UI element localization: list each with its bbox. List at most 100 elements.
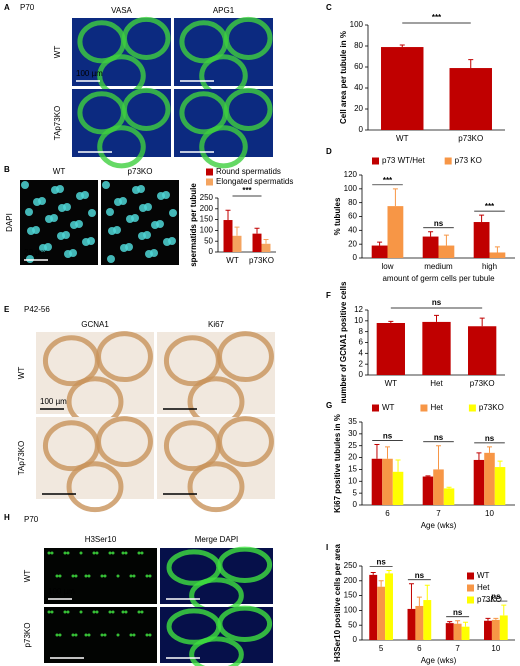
annotation: *** [383, 176, 393, 185]
y-tick-label: 8 [359, 327, 364, 336]
y-axis-label: number of GCNA1 positive cells [339, 281, 348, 403]
nucleus [140, 551, 144, 555]
y-tick-label: 20 [348, 239, 357, 248]
nucleus [50, 610, 54, 614]
legend-swatch [467, 572, 474, 580]
nucleus [108, 610, 112, 614]
nucleus [63, 610, 67, 614]
bar [422, 476, 434, 505]
y-tick-label: 0 [353, 635, 358, 644]
row-label: WT [23, 570, 32, 583]
scale-label: 100 µm [40, 397, 67, 406]
panel-letter: C [326, 3, 332, 12]
nucleus [116, 574, 120, 578]
bar [468, 326, 497, 375]
error-bar [476, 452, 482, 460]
error-bar [386, 569, 392, 574]
column-label: APG1 [213, 6, 235, 15]
stage-label: P70 [20, 3, 35, 12]
x-tick-label: 10 [491, 644, 500, 653]
y-tick-label: 0 [353, 253, 358, 262]
y-tick-label: 150 [200, 215, 214, 224]
nucleus [145, 574, 149, 578]
nucleus [145, 633, 149, 637]
x-tick-label: WT [226, 256, 239, 265]
error-bar [399, 44, 405, 48]
column-label: p73KO [128, 167, 153, 176]
y-tick-label: 100 [344, 606, 358, 615]
annotation: ns [434, 219, 444, 228]
bar [453, 623, 462, 640]
nucleus [137, 185, 145, 193]
error-bar [424, 584, 430, 601]
y-tick-label: 150 [344, 591, 358, 600]
bar [232, 235, 242, 252]
panel-letter: H [4, 513, 10, 522]
bar [392, 471, 404, 505]
error-bar [374, 444, 380, 459]
y-tick-label: 12 [354, 305, 363, 314]
error-bar [377, 241, 383, 246]
y-tick-label: 50 [204, 236, 213, 245]
nucleus [148, 574, 152, 578]
bar [461, 626, 470, 640]
error-bar [254, 227, 260, 234]
nucleus [56, 185, 64, 193]
bar [473, 222, 490, 258]
nucleus [55, 633, 59, 637]
nucleus [144, 203, 152, 211]
x-tick-label: 6 [385, 509, 390, 518]
row-label: TAp73KO [17, 441, 26, 476]
x-tick-label: Het [430, 379, 443, 388]
bar [438, 245, 455, 258]
bar [423, 600, 432, 640]
bar [387, 206, 404, 258]
legend-label: p73 KO [455, 156, 482, 165]
tubule [66, 461, 124, 513]
y-tick-label: 20 [348, 453, 357, 462]
bar [369, 574, 378, 640]
error-bar [468, 59, 474, 69]
legend-swatch [468, 404, 476, 412]
nucleus [75, 220, 83, 228]
nucleus [131, 214, 139, 222]
nucleus [137, 551, 141, 555]
legend-label: WT [477, 571, 490, 580]
annotation: ns [415, 571, 425, 580]
column-label: WT [53, 167, 66, 176]
y-axis-label: Ki67 positive tubules in % [333, 414, 342, 513]
tubule [217, 416, 274, 468]
y-axis-label: Cell area per tubule in % [339, 31, 348, 124]
annotation: ns [432, 298, 442, 307]
row-label: DAPI [5, 213, 14, 232]
nucleus [92, 610, 96, 614]
bar [261, 243, 271, 252]
y-tick-label: 40 [348, 225, 357, 234]
tubule [223, 87, 273, 131]
error-bar [395, 459, 401, 472]
bar [489, 252, 506, 258]
column-label: GCNA1 [81, 320, 109, 329]
error-bar [494, 246, 500, 253]
nucleus [79, 551, 83, 555]
error-bar [388, 320, 394, 323]
annotation: *** [242, 186, 252, 195]
nucleus [169, 209, 177, 217]
nucleus [21, 181, 29, 189]
legend-label: p73 WT/Het [382, 156, 425, 165]
error-bar [416, 596, 422, 606]
y-tick-label: 100 [350, 20, 364, 29]
error-bar [497, 460, 503, 468]
tubule [217, 605, 273, 642]
nucleus [71, 633, 75, 637]
nucleus [140, 610, 144, 614]
error-bar [487, 446, 492, 453]
nucleus [116, 633, 120, 637]
panel-letter: E [4, 305, 10, 314]
row-label: TAp73KO [53, 106, 62, 141]
y-tick-label: 0 [359, 370, 364, 379]
y-tick-label: 10 [348, 476, 357, 485]
nucleus [108, 551, 112, 555]
nucleus [132, 633, 136, 637]
y-tick-label: 60 [354, 62, 363, 71]
